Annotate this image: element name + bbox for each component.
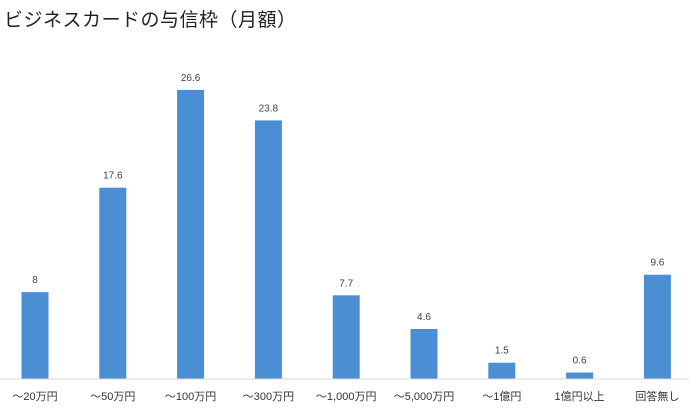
data-labels-group: 8 17.6 26.6 23.8 7.7 4.6 1.5 0.6 9.6	[32, 73, 665, 367]
category-label-1: ～20万円	[12, 391, 57, 403]
data-label-1: 8	[32, 275, 38, 286]
data-label-6: 4.6	[417, 312, 431, 323]
category-label-2: ～50万円	[90, 391, 135, 403]
bar-1	[21, 292, 49, 379]
data-label-8: 0.6	[573, 356, 587, 367]
bar-9	[643, 274, 671, 379]
data-label-3: 26.6	[181, 73, 201, 84]
category-labels-group: ～20万円 ～50万円 ～100万円 ～300万円 ～1,000万円 ～5,000万円 ～1…	[12, 389, 679, 403]
chart-title: ビジネスカードの与信枠（月額）	[4, 9, 297, 31]
bar-3	[177, 89, 205, 380]
bar-2	[99, 187, 127, 379]
data-label-7: 1.5	[495, 346, 509, 357]
bar-5	[332, 295, 360, 379]
bars-group	[21, 89, 671, 380]
data-label-4: 23.8	[259, 103, 279, 114]
data-label-5: 7.7	[339, 278, 353, 289]
bar-4	[254, 120, 282, 380]
bar-8	[566, 372, 594, 379]
bar-7	[488, 362, 516, 379]
category-label-3: ～100万円	[165, 391, 216, 403]
category-label-5: ～1,000万円	[316, 391, 377, 403]
category-label-7: ～1億円	[482, 390, 521, 403]
data-label-9: 9.6	[650, 258, 664, 269]
bar-6	[410, 329, 438, 379]
category-label-4: ～300万円	[243, 391, 294, 403]
category-label-9: 回答無し	[635, 389, 679, 403]
category-label-8: 1億円以上	[555, 390, 605, 403]
category-label-6: ～5,000万円	[394, 391, 455, 403]
data-label-2: 17.6	[103, 171, 123, 182]
